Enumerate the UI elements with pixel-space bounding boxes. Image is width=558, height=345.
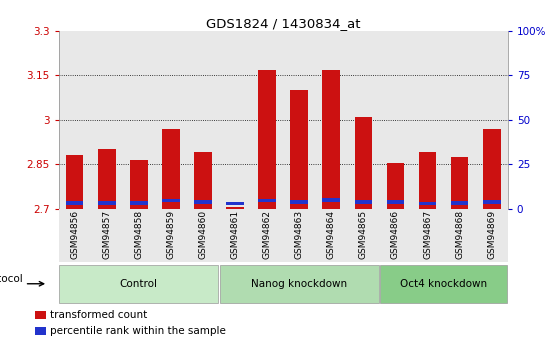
- Bar: [155, 209, 187, 262]
- Bar: [226, 202, 244, 206]
- Bar: [59, 209, 90, 262]
- Bar: [323, 70, 340, 209]
- Bar: [187, 209, 219, 262]
- Bar: [483, 129, 501, 209]
- Text: GSM94866: GSM94866: [391, 210, 400, 259]
- Text: GSM94863: GSM94863: [295, 210, 304, 259]
- Bar: [387, 163, 405, 209]
- Bar: [418, 152, 436, 209]
- Bar: [475, 209, 508, 262]
- Bar: [379, 31, 411, 209]
- Bar: [90, 209, 123, 262]
- Bar: [258, 70, 276, 209]
- Bar: [347, 209, 379, 262]
- Bar: [59, 31, 90, 209]
- Bar: [483, 200, 501, 204]
- Bar: [283, 209, 315, 262]
- FancyBboxPatch shape: [380, 265, 507, 303]
- Text: GSM94864: GSM94864: [327, 210, 336, 259]
- Bar: [98, 149, 116, 209]
- Bar: [387, 200, 405, 204]
- Bar: [36, 311, 46, 319]
- Text: Oct4 knockdown: Oct4 knockdown: [400, 279, 487, 289]
- Bar: [411, 209, 444, 262]
- Bar: [444, 31, 475, 209]
- Bar: [66, 201, 84, 205]
- Bar: [226, 207, 244, 209]
- Bar: [451, 201, 469, 205]
- Text: Control: Control: [120, 279, 158, 289]
- Bar: [162, 129, 180, 209]
- Bar: [315, 31, 347, 209]
- Bar: [444, 209, 475, 262]
- Text: GSM94860: GSM94860: [199, 210, 208, 259]
- Bar: [354, 200, 372, 204]
- Text: GSM94859: GSM94859: [166, 210, 175, 259]
- Text: GSM94867: GSM94867: [423, 210, 432, 259]
- Text: GSM94865: GSM94865: [359, 210, 368, 259]
- Text: GSM94868: GSM94868: [455, 210, 464, 259]
- Bar: [290, 200, 308, 204]
- Bar: [283, 31, 315, 209]
- Title: GDS1824 / 1430834_at: GDS1824 / 1430834_at: [206, 17, 360, 30]
- Bar: [123, 209, 155, 262]
- Bar: [354, 117, 372, 209]
- Bar: [451, 157, 469, 209]
- Text: Nanog knockdown: Nanog knockdown: [251, 279, 347, 289]
- Bar: [130, 201, 148, 205]
- Bar: [251, 31, 283, 209]
- Bar: [251, 209, 283, 262]
- Bar: [315, 209, 347, 262]
- Bar: [36, 327, 46, 335]
- Bar: [290, 90, 308, 209]
- Text: percentile rank within the sample: percentile rank within the sample: [51, 326, 227, 336]
- Bar: [219, 31, 251, 209]
- Bar: [194, 200, 212, 204]
- Bar: [258, 199, 276, 202]
- Text: protocol: protocol: [0, 275, 22, 284]
- Bar: [411, 31, 444, 209]
- Text: GSM94857: GSM94857: [102, 210, 111, 259]
- Text: GSM94861: GSM94861: [230, 210, 239, 259]
- Bar: [194, 152, 212, 209]
- Bar: [418, 202, 436, 206]
- FancyBboxPatch shape: [59, 265, 218, 303]
- Bar: [155, 31, 187, 209]
- Bar: [123, 31, 155, 209]
- Bar: [475, 31, 508, 209]
- FancyBboxPatch shape: [220, 265, 379, 303]
- Bar: [90, 31, 123, 209]
- Bar: [323, 198, 340, 201]
- Text: transformed count: transformed count: [51, 310, 148, 320]
- Text: GSM94869: GSM94869: [487, 210, 496, 259]
- Bar: [162, 199, 180, 202]
- Bar: [187, 31, 219, 209]
- Bar: [347, 31, 379, 209]
- Text: GSM94862: GSM94862: [263, 210, 272, 259]
- Bar: [379, 209, 411, 262]
- Bar: [98, 201, 116, 205]
- Bar: [66, 155, 84, 209]
- Text: GSM94856: GSM94856: [70, 210, 79, 259]
- Text: GSM94858: GSM94858: [134, 210, 143, 259]
- Bar: [130, 160, 148, 209]
- Bar: [219, 209, 251, 262]
